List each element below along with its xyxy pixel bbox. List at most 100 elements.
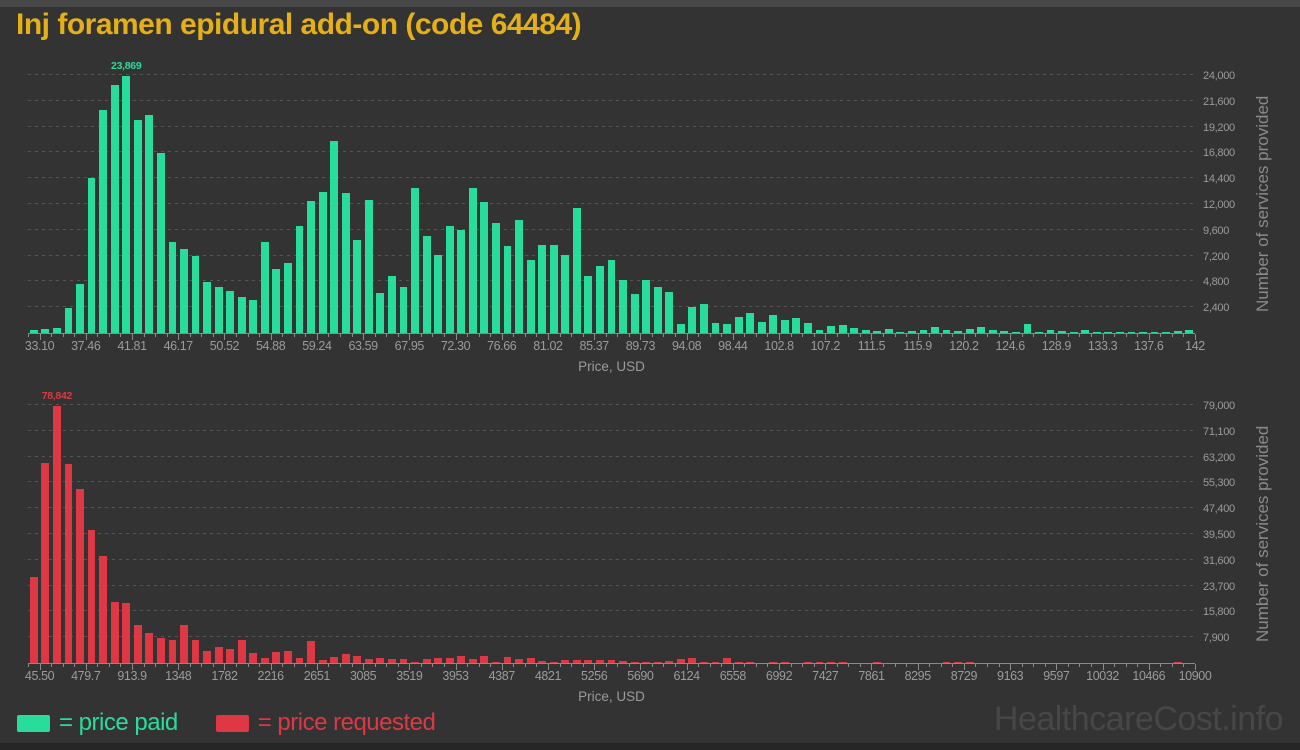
major-tick [779, 664, 781, 670]
bar [492, 662, 500, 663]
major-tick [686, 664, 688, 670]
minor-tick [1044, 334, 1046, 337]
bar [110, 601, 119, 663]
bar [480, 201, 489, 333]
bar [353, 655, 362, 663]
minor-tick [767, 664, 769, 667]
y-tick-label: 7,900 [1203, 632, 1230, 645]
bar [52, 327, 61, 333]
bar [526, 259, 535, 333]
bar [642, 662, 651, 663]
bar [180, 625, 188, 663]
x-tick-label: 54.88 [256, 339, 286, 353]
minor-tick [62, 664, 64, 667]
bar [827, 661, 835, 663]
bar [1000, 331, 1009, 333]
x-tick-label: 45.50 [24, 669, 55, 683]
window-bottom-edge [0, 743, 1300, 750]
major-tick [594, 664, 596, 670]
bar [330, 141, 339, 333]
y-tick-label: 2,400 [1203, 302, 1230, 315]
minor-tick [929, 664, 931, 667]
x-tick-label: 10032 [1086, 669, 1119, 683]
bar [561, 660, 570, 663]
minor-tick [675, 664, 677, 667]
y-tick-label: 19,200 [1203, 121, 1235, 134]
bar [538, 660, 547, 663]
bar [988, 330, 997, 333]
x-tick-label: 89.73 [625, 339, 656, 353]
bar [468, 659, 477, 663]
gridline [28, 228, 1195, 230]
minor-tick [755, 664, 757, 667]
minor-tick [721, 664, 723, 667]
bar [422, 236, 431, 333]
minor-tick [848, 334, 850, 337]
minor-tick [628, 334, 630, 337]
minor-tick [524, 334, 526, 337]
bar [468, 188, 477, 333]
bar [688, 658, 697, 663]
bar [191, 640, 200, 663]
bar [388, 275, 396, 333]
bar [307, 201, 315, 333]
major-tick [594, 334, 596, 340]
bar [168, 640, 177, 663]
minor-tick [293, 664, 295, 667]
minor-tick [883, 334, 885, 337]
y-tick-label: 7,200 [1203, 250, 1230, 263]
bar [191, 255, 200, 333]
bar [780, 662, 789, 663]
bar [145, 632, 154, 663]
minor-tick [940, 334, 942, 337]
minor-tick [663, 334, 665, 337]
bar [318, 191, 327, 333]
bar [746, 662, 755, 663]
major-tick [178, 664, 180, 670]
x-tick-label: 6124 [673, 669, 700, 683]
bar [1150, 331, 1159, 333]
bar [457, 656, 466, 663]
major-tick [501, 664, 503, 670]
bar [260, 242, 269, 333]
minor-tick [605, 334, 607, 337]
x-tick-label: 41.81 [117, 339, 147, 353]
bar [249, 653, 258, 663]
y-tick-label: 47,400 [1203, 503, 1235, 516]
minor-tick [617, 334, 619, 337]
minor-tick [1044, 664, 1046, 667]
minor-tick [1114, 334, 1116, 337]
minor-tick [987, 664, 989, 667]
minor-tick [848, 664, 850, 667]
major-tick [39, 334, 41, 340]
bar [607, 259, 616, 333]
minor-tick [513, 664, 515, 667]
minor-tick [906, 334, 908, 337]
peak-value-label: 78,842 [41, 389, 73, 402]
minor-tick [571, 664, 573, 667]
bar [388, 658, 396, 663]
x-tick-label: 1782 [211, 669, 238, 683]
bar [665, 292, 674, 333]
gridline [28, 125, 1195, 127]
major-tick [963, 664, 965, 670]
minor-tick [1137, 664, 1139, 667]
bar [792, 317, 801, 333]
bar [133, 625, 142, 663]
y-tick-label: 55,300 [1203, 477, 1235, 490]
minor-tick [1091, 334, 1092, 337]
bar [376, 293, 385, 333]
minor-tick [201, 334, 203, 337]
bar [734, 662, 743, 663]
bar [29, 576, 38, 663]
bar [827, 326, 835, 333]
bar [907, 331, 916, 333]
x-tick-label: 128.9 [1041, 339, 1072, 353]
bar [376, 657, 385, 663]
peak-value-label: 23,869 [111, 60, 142, 73]
gridline [28, 404, 1195, 405]
bar [642, 280, 651, 333]
minor-tick [155, 664, 157, 667]
minor-tick [894, 334, 896, 337]
major-tick [1148, 664, 1150, 670]
